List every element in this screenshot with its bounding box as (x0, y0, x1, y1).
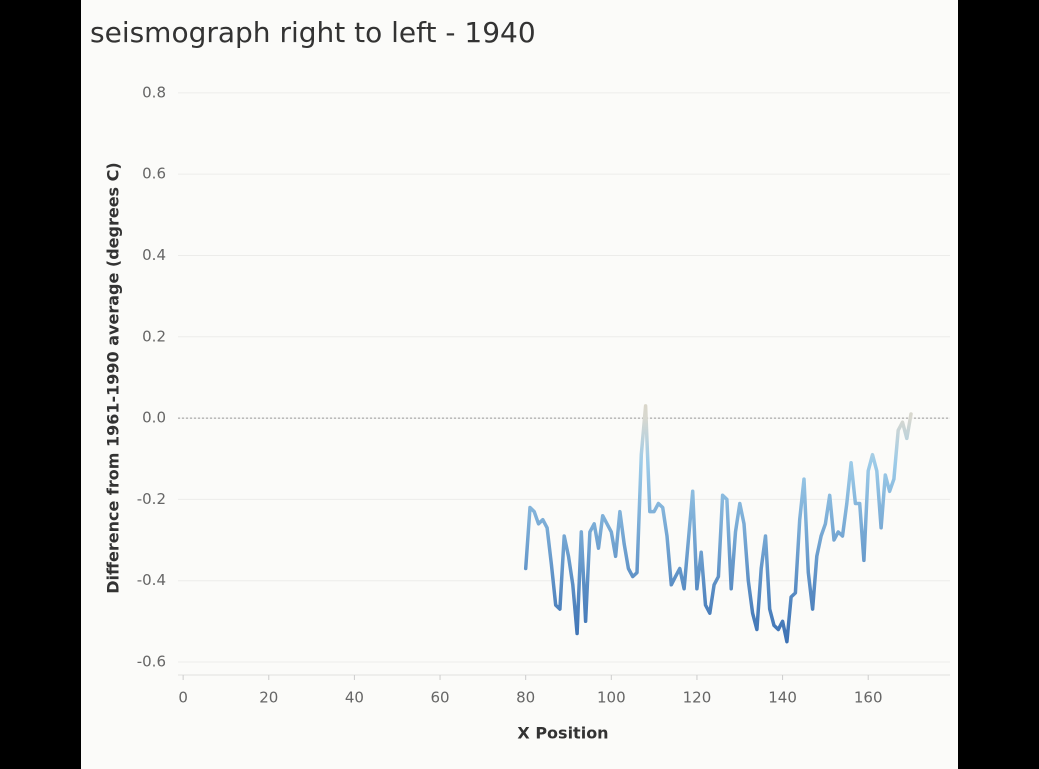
x-tick-label: 40 (345, 689, 364, 707)
y-tick-label: -0.6 (137, 652, 166, 670)
data-line (523, 404, 913, 644)
y-tick-label: 0.8 (142, 83, 166, 101)
x-axis-title: X Position (517, 724, 608, 743)
y-tick-label: 0.6 (142, 165, 166, 183)
y-axis-title: Difference from 1961-1990 average (degre… (104, 162, 123, 593)
x-tick-label: 140 (768, 689, 797, 707)
y-tick-label: -0.4 (137, 571, 166, 589)
y-tick-label: 0.4 (142, 246, 166, 264)
x-tick-label: 100 (597, 689, 626, 707)
y-tick-label: 0.0 (142, 409, 166, 427)
chart-title: seismograph right to left - 1940 (90, 16, 536, 49)
x-tick-label: 120 (683, 689, 712, 707)
y-tick-label: 0.2 (142, 327, 166, 345)
y-tick-label: -0.2 (137, 490, 166, 508)
x-tick-label: 20 (259, 689, 278, 707)
x-tick-label: 80 (516, 689, 535, 707)
background (81, 0, 958, 769)
x-tick-label: 60 (430, 689, 449, 707)
x-tick-label: 0 (178, 689, 188, 707)
x-tick-label: 160 (854, 689, 883, 707)
